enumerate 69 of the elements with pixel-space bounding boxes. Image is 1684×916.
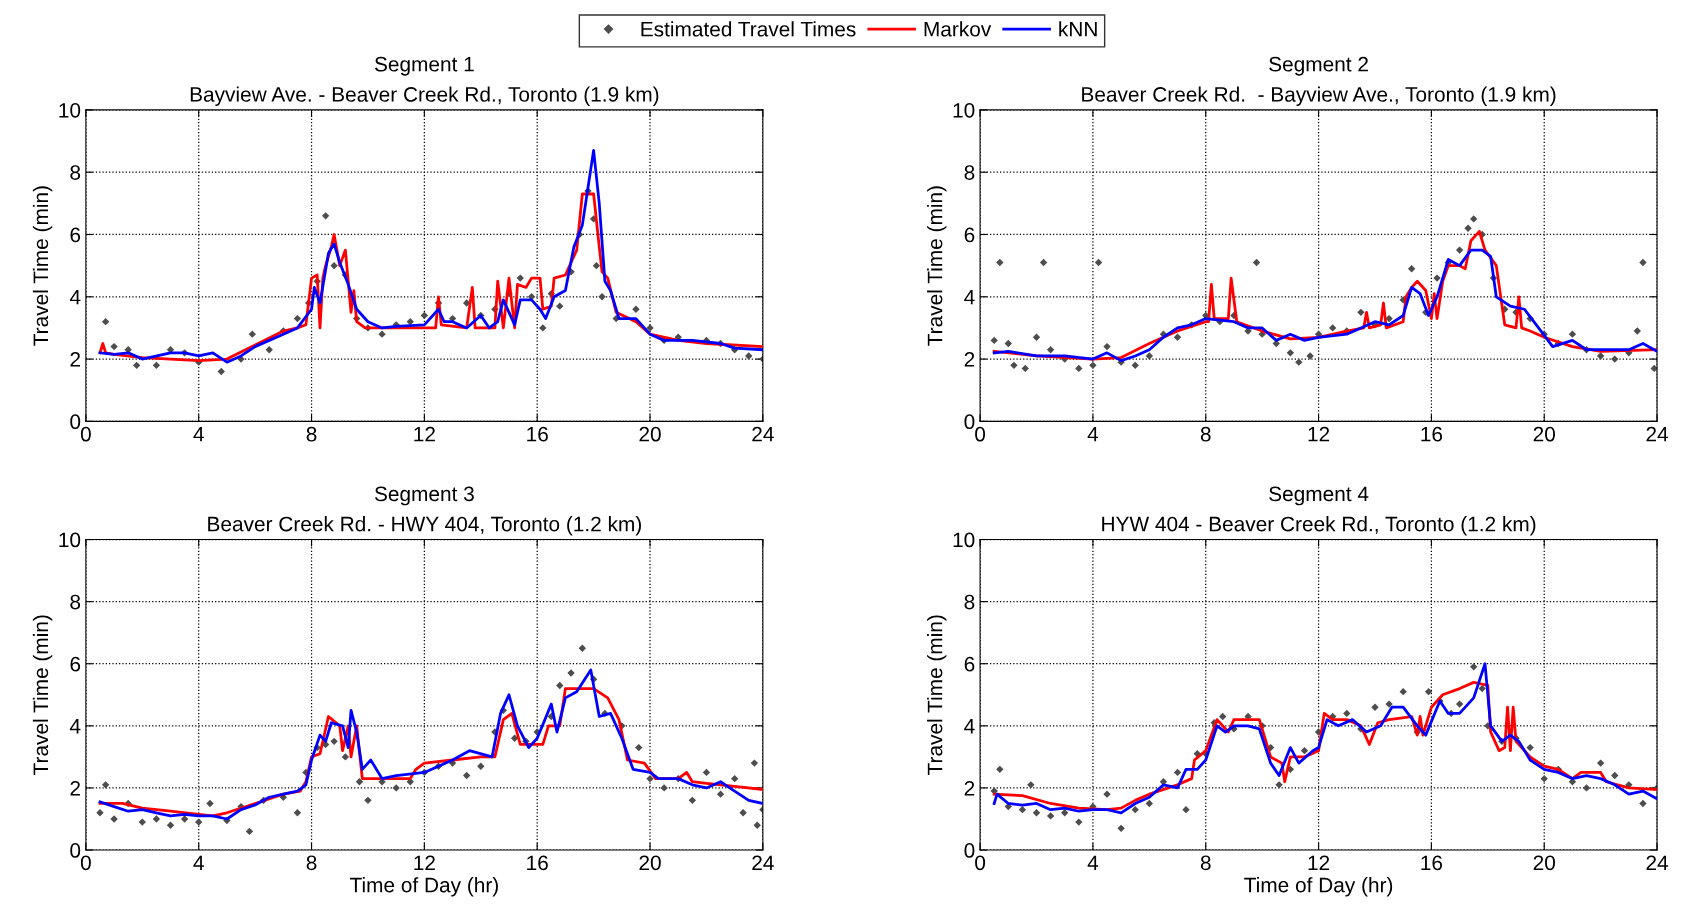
x-tick-label: 4 — [1087, 426, 1099, 442]
y-tick-label: 8 — [70, 165, 81, 180]
chart-title: Segment 4 — [1269, 486, 1369, 506]
x-tick-label: 24 — [1646, 426, 1669, 442]
chart-subtitle: Bayview Ave. - Beaver Creek Rd., Toronto (1.9 km) — [190, 86, 659, 106]
y-tick-label: 2 — [70, 780, 80, 796]
legend-label: kNN — [1059, 21, 1097, 37]
x-axis-title: Time of Day (hr) — [349, 877, 498, 897]
x-tick-label: 0 — [975, 855, 986, 871]
x-tick-label: 8 — [1200, 426, 1211, 442]
x-tick-label: 12 — [414, 426, 435, 442]
x-tick-label: 12 — [1308, 855, 1330, 871]
y-tick-label: 4 — [964, 719, 975, 734]
x-tick-label: 16 — [1421, 855, 1443, 871]
y-tick-label: 2 — [964, 780, 975, 796]
x-tick-label: 8 — [1200, 855, 1211, 871]
y-tick-label: 0 — [70, 843, 81, 858]
y-tick-label: 8 — [70, 594, 81, 610]
x-tick-label: 16 — [527, 855, 548, 871]
y-tick-label: 0 — [964, 414, 975, 430]
y-tick-label: 8 — [964, 165, 975, 180]
x-tick-label: 4 — [193, 426, 204, 442]
x-tick-label: 24 — [752, 855, 774, 871]
chart-title: Segment 2 — [1269, 56, 1368, 76]
x-tick-label: 20 — [639, 426, 661, 442]
x-tick-label: 12 — [414, 855, 435, 871]
y-tick-label: 4 — [69, 290, 81, 305]
x-tick-label: 4 — [193, 855, 204, 871]
y-tick-label: 2 — [70, 352, 80, 367]
x-tick-label: 8 — [306, 426, 317, 442]
y-tick-label: 4 — [964, 290, 975, 305]
chart-subtitle: Beaver Creek Rd. - Bayview Ave., Toronto (1.9 km) — [1082, 86, 1556, 106]
y-tick-label: 6 — [964, 656, 975, 672]
y-tick-label: 0 — [70, 414, 81, 430]
x-tick-label: 20 — [1533, 855, 1555, 871]
y-axis-title: Travel Time (min) — [32, 186, 53, 346]
chart-title: Segment 3 — [374, 486, 474, 506]
legend-label: Estimated Travel Times — [641, 21, 856, 37]
y-tick-label: 2 — [964, 352, 975, 367]
legend-label: Markov — [924, 21, 992, 37]
x-tick-label: 16 — [527, 426, 548, 442]
y-axis-title: Travel Time (min) — [927, 186, 947, 346]
x-tick-label: 4 — [1087, 855, 1099, 871]
y-tick-label: 10 — [953, 532, 975, 548]
x-tick-label: 0 — [80, 855, 91, 871]
x-tick-label: 8 — [306, 855, 317, 871]
x-tick-label: 24 — [752, 426, 774, 442]
y-tick-label: 6 — [964, 227, 975, 243]
y-tick-label: 6 — [70, 656, 81, 672]
y-tick-label: 10 — [59, 532, 81, 548]
y-axis-title: Travel Time (min) — [32, 615, 53, 775]
x-tick-label: 16 — [1421, 426, 1443, 442]
x-tick-label: 0 — [80, 426, 91, 442]
y-tick-label: 6 — [70, 227, 81, 243]
x-tick-label: 0 — [975, 426, 986, 442]
x-tick-label: 24 — [1646, 855, 1669, 871]
chart-title: Segment 1 — [374, 56, 474, 76]
x-tick-label: 20 — [639, 855, 661, 871]
y-tick-label: 0 — [964, 843, 975, 858]
y-tick-label: 10 — [59, 102, 81, 118]
y-tick-label: 10 — [953, 102, 975, 118]
chart-subtitle: HYW 404 - Beaver Creek Rd., Toronto (1.2 km) — [1102, 516, 1536, 536]
x-axis-title: Time of Day (hr) — [1244, 877, 1393, 897]
x-tick-label: 12 — [1308, 426, 1330, 442]
x-tick-label: 20 — [1533, 426, 1555, 442]
y-tick-label: 4 — [69, 719, 81, 734]
y-axis-title: Travel Time (min) — [927, 615, 947, 775]
y-tick-label: 8 — [964, 594, 975, 610]
chart-subtitle: Beaver Creek Rd. - HWY 404, Toronto (1.2 km) — [208, 516, 641, 536]
